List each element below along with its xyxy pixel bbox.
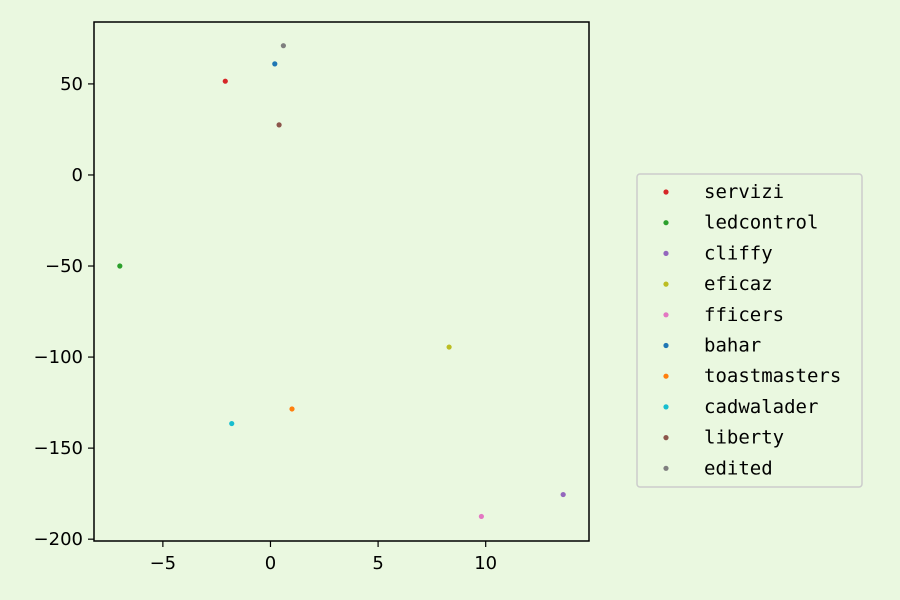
legend-entry-eficaz: eficaz bbox=[704, 273, 773, 295]
data-point-toastmasters bbox=[289, 406, 295, 412]
legend-marker bbox=[663, 312, 669, 318]
legend-box bbox=[636, 173, 863, 488]
legend-marker bbox=[663, 281, 669, 287]
data-point-fficers bbox=[478, 513, 484, 520]
data-point-ledcontrol bbox=[117, 263, 123, 269]
legend-entry-servizi: servizi bbox=[704, 181, 784, 203]
data-point-bahar bbox=[272, 61, 278, 67]
data-point-cadwalader bbox=[229, 420, 235, 427]
data-point-servizi bbox=[222, 78, 228, 84]
legend: servizi ledcontrol cliffy eficaz fficers baha… bbox=[636, 173, 863, 488]
data-points bbox=[117, 43, 566, 520]
legend-entry-liberty: liberty bbox=[704, 427, 784, 449]
legend-entry-cadwalader: cadwalader bbox=[704, 396, 818, 418]
legend-entry-edited: edited bbox=[704, 457, 773, 479]
legend-entry-cliffy: cliffy bbox=[704, 242, 773, 264]
y-tick-label: −50 bbox=[45, 256, 83, 277]
data-point-eficaz bbox=[446, 344, 452, 350]
y-axis: 50 0 −50 −100 −150 −200 bbox=[34, 74, 94, 550]
legend-marker bbox=[663, 373, 669, 379]
legend-marker bbox=[663, 404, 669, 410]
legend-marker bbox=[663, 342, 669, 349]
plot-area bbox=[93, 21, 590, 542]
x-tick-label: 10 bbox=[474, 553, 497, 574]
x-tick-label: 0 bbox=[265, 553, 276, 574]
data-point-liberty bbox=[276, 122, 282, 128]
y-tick-label: −200 bbox=[34, 529, 83, 550]
legend-marker bbox=[663, 189, 669, 195]
legend-entry-toastmasters: toastmasters bbox=[704, 365, 841, 387]
x-tick-label: −5 bbox=[150, 553, 177, 574]
legend-entry-bahar: bahar bbox=[704, 335, 761, 357]
x-tick-label: 5 bbox=[372, 553, 383, 574]
legend-marker bbox=[663, 220, 669, 226]
legend-entry-fficers: fficers bbox=[704, 304, 784, 326]
legend-marker bbox=[663, 250, 669, 256]
data-point-cliffy bbox=[560, 491, 566, 498]
y-tick-label: −150 bbox=[34, 438, 83, 459]
legend-marker bbox=[663, 435, 669, 441]
y-tick-label: 50 bbox=[60, 74, 83, 95]
x-axis: −5 0 5 10 bbox=[150, 541, 497, 574]
legend-entry-ledcontrol: ledcontrol bbox=[704, 212, 818, 234]
y-tick-label: −100 bbox=[34, 347, 83, 368]
y-tick-label: 0 bbox=[72, 165, 83, 186]
data-point-edited bbox=[280, 43, 286, 49]
legend-marker bbox=[663, 465, 669, 471]
